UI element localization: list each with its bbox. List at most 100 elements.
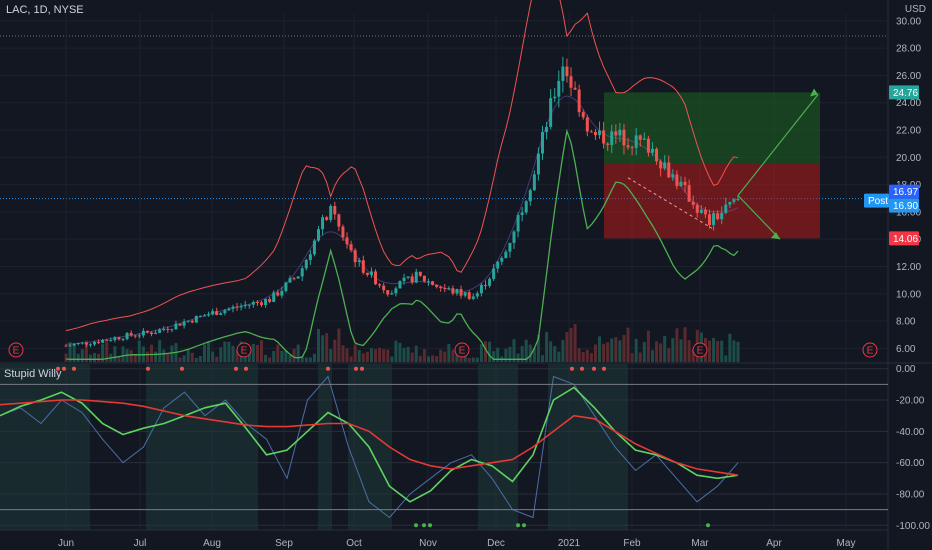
volume-bar [288,355,292,362]
volume-bar [178,357,182,362]
candle-body [154,332,158,335]
candle-body [471,296,475,299]
volume-bar [386,349,390,362]
volume-bar [439,349,443,362]
volume-bar [683,327,687,362]
y-tick-label: 26.00 [896,71,921,82]
indicator-zone [318,364,332,530]
candle-body [304,259,308,269]
candle-body [239,306,243,308]
candle-body [202,315,206,317]
volume-bar [422,349,426,362]
volume-bar [471,357,475,362]
volume-bar [186,349,190,362]
volume-bar [536,334,540,362]
volume-bar [606,342,610,362]
post-label-box [864,193,889,208]
volume-bar [365,351,369,362]
volume-bar [162,349,166,362]
candle-body [646,138,650,153]
overbought-dot [602,366,606,371]
candle-body [194,315,198,323]
candle-body [679,181,683,187]
candle-body [296,276,300,279]
volume-bar [357,350,361,362]
candle-body [166,328,170,330]
volume-bar [655,341,659,362]
earnings-marker [454,342,470,358]
volume-bar [113,346,117,362]
volume-bar [235,350,239,362]
volume-bar [215,356,219,362]
candle-body [174,323,178,330]
indicator-title[interactable]: Stupid Willy [4,368,62,380]
candle-body [545,126,549,132]
post-label: Post [868,196,888,207]
candle-body [133,335,137,337]
candle-body [145,330,149,333]
volume-bar [492,351,496,362]
indicator-tick-label: -20.00 [896,396,925,407]
volume-bar [520,346,524,362]
volume-bar [374,349,378,362]
candle-body [255,301,259,303]
candle-body [345,237,349,245]
volume-bar [329,349,333,362]
candle-body [418,271,422,276]
earnings-marker [692,342,708,358]
candle-body [321,217,325,230]
basis-line [65,95,739,345]
volume-bar [618,340,622,362]
candle-body [431,281,435,285]
volume-bar [341,345,345,362]
candle-body [536,153,540,175]
volume-bar [129,350,133,362]
volume-bar [284,350,288,362]
overbought-dot [360,366,364,371]
candle-body [394,288,398,294]
x-tick-label: Sep [275,538,293,549]
candle-body [553,96,557,99]
candle-body [272,292,276,302]
price-label-text: 24.76 [893,88,918,99]
volume-bar [553,346,557,362]
candle-body [561,66,565,81]
candle-body [223,310,227,314]
candle-body [524,201,528,213]
volume-bar [610,338,614,362]
volume-bar [638,352,642,362]
volume-bar [642,341,646,362]
volume-bar [532,348,536,362]
volume-bar [736,341,740,362]
y-tick-label: 6.00 [896,344,916,355]
indicator-zone [348,364,392,530]
candle-body [577,89,581,113]
earnings-marker-label: E [241,346,248,357]
indicator-tick-label: -40.00 [896,427,925,438]
candle-body [593,131,597,136]
candle-body [113,337,117,341]
volume-bar [459,354,463,362]
volume-bar [451,349,455,362]
volume-bar [691,349,695,362]
price-label-box [889,85,919,100]
candle-body [341,226,345,238]
symbol-title[interactable]: LAC, 1D, NYSE [6,4,84,16]
candle-body [435,284,439,287]
trend-line [627,177,713,229]
candle-body [68,345,72,347]
candle-body [720,212,724,220]
volume-bar [589,353,593,362]
volume-bar [64,353,68,362]
volume-bar [345,348,349,362]
volume-bar [622,335,626,362]
volume-bar [671,338,675,362]
volume-bar [268,357,272,362]
candle-body [178,323,182,326]
candle-body [378,284,382,286]
candle-body [500,258,504,262]
volume-bar [219,347,223,362]
volume-bar [545,332,549,362]
volume-bar [716,341,720,362]
